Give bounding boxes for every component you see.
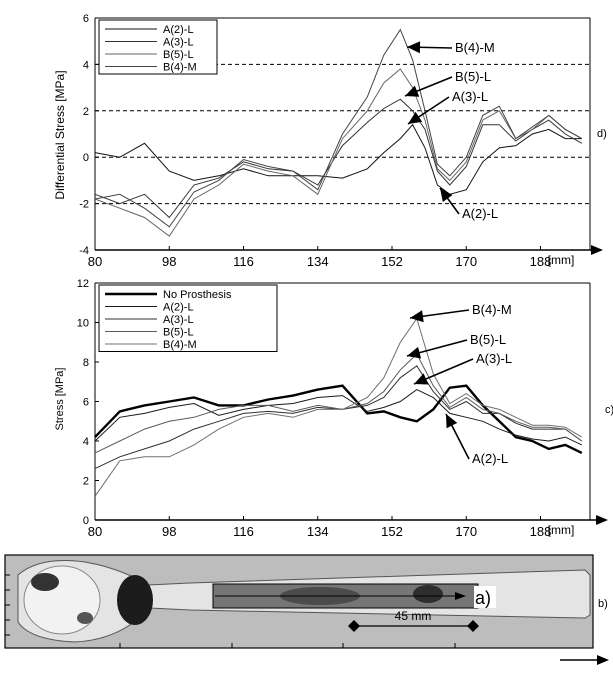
annotation-label: A(3)-L (452, 89, 488, 104)
annotation-arrowhead (408, 111, 423, 124)
series-line-A(3)-L (94, 365, 583, 470)
series-line-No Prosthesis (94, 384, 583, 454)
series-line-A(3)-L (94, 98, 583, 219)
y-tick-label: 0 (83, 515, 89, 527)
x-tick-label: 170 (455, 524, 477, 539)
shadow-2 (413, 585, 443, 603)
x-tick-label: 170 (455, 254, 477, 269)
series-line-B(5)-L (94, 353, 583, 454)
x-tick-label: 134 (307, 254, 329, 269)
y-tick-label: 2 (83, 106, 89, 118)
annotation-label: A(2)-L (462, 206, 498, 221)
y-tick-label: -2 (79, 199, 89, 211)
annotation-label: B(4)-M (455, 40, 495, 55)
legend-entry: B(5)-L (163, 327, 194, 339)
y-tick-label: 6 (83, 397, 89, 409)
series-line-B(4)-M (94, 28, 583, 228)
annotation-label: B(5)-L (455, 69, 491, 84)
y-tick-label: -4 (79, 245, 89, 257)
panel-d-ylabel: Differential Stress [MPa] (53, 70, 67, 200)
legend-entry: B(5)-L (163, 49, 194, 61)
legend-entry: A(3)-L (163, 37, 194, 49)
x-axis-arrow (591, 245, 603, 255)
panel-1-group (94, 282, 608, 525)
radiograph-panel (4, 554, 609, 665)
x-tick-label: 188 (530, 524, 552, 539)
annotation-arrowhead (410, 310, 424, 323)
y-tick-label: 8 (83, 357, 89, 369)
panel-letter-b: b) (598, 598, 608, 610)
legend-entry: B(4)-M (163, 62, 197, 74)
dense-region (117, 575, 153, 625)
y-tick-label: 12 (77, 278, 89, 290)
annotation-arrowhead (407, 346, 422, 359)
x-tick-label: 152 (381, 254, 403, 269)
y-tick-label: 0 (83, 152, 89, 164)
x-tick-label: 80 (88, 254, 102, 269)
x-tick-label: 98 (162, 524, 176, 539)
y-tick-label: 4 (83, 59, 89, 71)
x-tick-label: 188 (530, 254, 552, 269)
x-tick-label: 116 (233, 254, 254, 269)
y-tick-label: 10 (77, 318, 89, 330)
y-tick-label: 4 (83, 436, 89, 448)
x-axis-arrow (596, 515, 608, 525)
scale-bar-end-right (467, 620, 479, 632)
panel-letter-c: c) (605, 404, 613, 416)
x-unit-label: [mm] (548, 253, 575, 267)
bottom-axis-arrowhead (597, 655, 609, 665)
annotation-arrowhead (446, 414, 458, 429)
panel-letter-a: a) (475, 588, 491, 608)
series-line-A(2)-L (94, 123, 582, 195)
legend-entry: A(3)-L (163, 314, 194, 326)
legend-entry: No Prosthesis (163, 289, 232, 301)
legend-entry: A(2)-L (163, 24, 194, 36)
scale-bar-end-left (348, 620, 360, 632)
x-tick-label: 98 (162, 254, 176, 269)
y-tick-label: 6 (83, 13, 89, 25)
x-tick-label: 134 (307, 524, 329, 539)
panel-c-ylabel: Stress [MPa] (54, 367, 66, 431)
dark-spot-2 (77, 612, 93, 624)
annotation-label: B(4)-M (472, 302, 512, 317)
legend-entry: A(2)-L (163, 302, 194, 314)
legend-entry: B(4)-M (163, 339, 197, 351)
annotation-label: A(3)-L (476, 351, 512, 366)
series-line-B(4)-M (94, 317, 583, 497)
panel-0-group (94, 17, 603, 255)
x-tick-label: 152 (381, 524, 403, 539)
panel-letter-d: d) (597, 128, 607, 140)
annotation-label: A(2)-L (472, 451, 508, 466)
panel-a-label-bg (474, 586, 496, 608)
legend-box (98, 19, 218, 75)
series-line-A(2)-L (94, 389, 583, 446)
x-tick-label: 80 (88, 524, 102, 539)
x-tick-label: 116 (233, 524, 254, 539)
annotation-label: B(5)-L (470, 332, 506, 347)
y-tick-label: 2 (83, 476, 89, 488)
legend-box (98, 284, 278, 352)
scale-bar-label: 45 mm (395, 609, 432, 623)
annotation-arrowhead (405, 85, 420, 97)
dark-spot-1 (31, 573, 59, 591)
measurement-arrowhead (455, 592, 466, 600)
annotation-arrowhead (414, 373, 429, 385)
annotation-arrowhead (440, 188, 453, 203)
x-unit-label: [mm] (548, 523, 575, 537)
annotation-arrowhead (407, 41, 421, 54)
